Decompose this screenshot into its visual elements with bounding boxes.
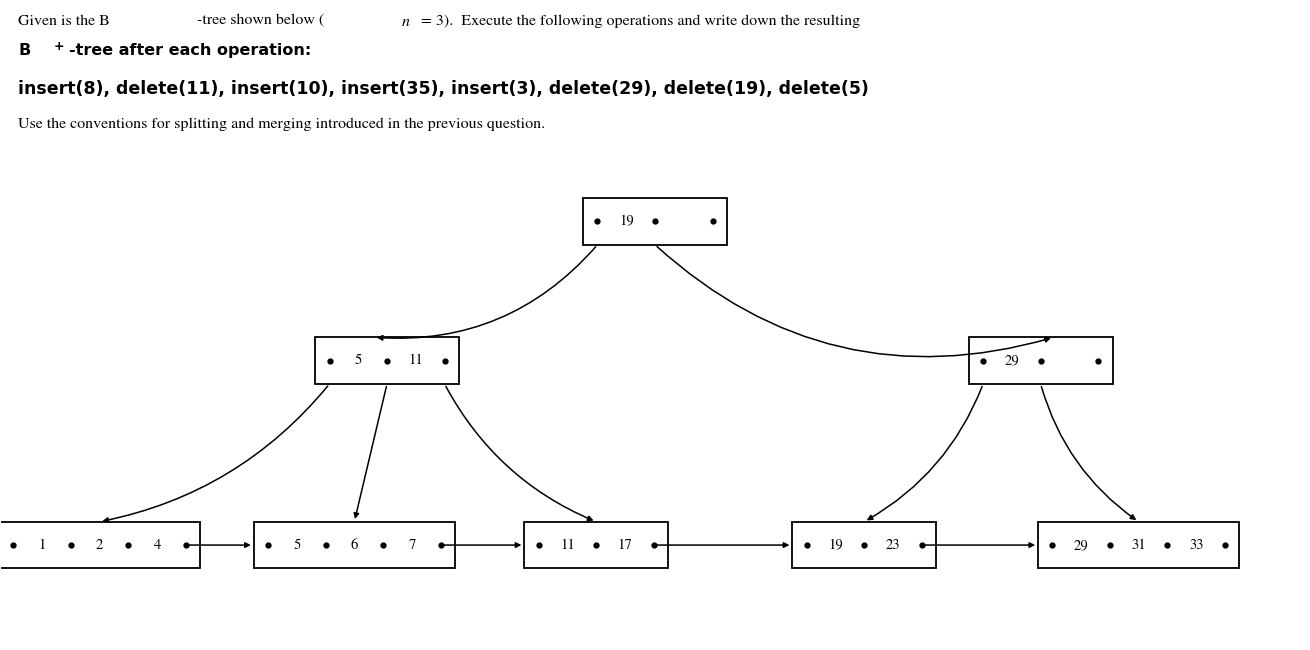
Text: 6: 6: [351, 538, 358, 552]
Text: +: +: [54, 40, 64, 53]
Text: B: B: [18, 44, 30, 58]
Text: 23: 23: [886, 538, 900, 552]
Text: Use the conventions for splitting and merging introduced in the previous questio: Use the conventions for splitting and me…: [18, 118, 545, 131]
Text: n: n: [401, 14, 410, 29]
Text: = 3).  Execute the following operations and write down the resulting: = 3). Execute the following operations a…: [417, 14, 861, 28]
Text: 2: 2: [96, 538, 103, 552]
Bar: [583, 198, 727, 245]
Bar: [254, 522, 455, 568]
Text: -tree after each operation:: -tree after each operation:: [69, 44, 312, 58]
Bar: [316, 337, 458, 384]
Bar: [0, 522, 200, 568]
Bar: [524, 522, 668, 568]
Bar: [793, 522, 937, 568]
Text: 29: 29: [1005, 354, 1019, 367]
Text: 5: 5: [355, 354, 362, 367]
Text: 11: 11: [409, 354, 423, 367]
Text: Given is the B: Given is the B: [18, 14, 110, 28]
Text: insert(8), delete(11), insert(10), insert(35), insert(3), delete(29), delete(19): insert(8), delete(11), insert(10), inser…: [18, 81, 870, 98]
Text: 19: 19: [618, 214, 634, 228]
Text: -tree shown below (: -tree shown below (: [198, 14, 325, 28]
Text: 19: 19: [828, 538, 842, 552]
Text: 1: 1: [38, 538, 46, 552]
Text: 5: 5: [293, 538, 300, 552]
Text: 31: 31: [1132, 538, 1146, 552]
Text: 7: 7: [409, 538, 415, 552]
Bar: [968, 337, 1112, 384]
Text: 29: 29: [1074, 538, 1089, 552]
Bar: [1038, 522, 1239, 568]
Text: 4: 4: [153, 538, 161, 552]
Text: 17: 17: [617, 538, 633, 552]
Text: 33: 33: [1189, 538, 1204, 552]
Text: 11: 11: [561, 538, 575, 552]
Text: ⁺: ⁺: [182, 12, 186, 23]
